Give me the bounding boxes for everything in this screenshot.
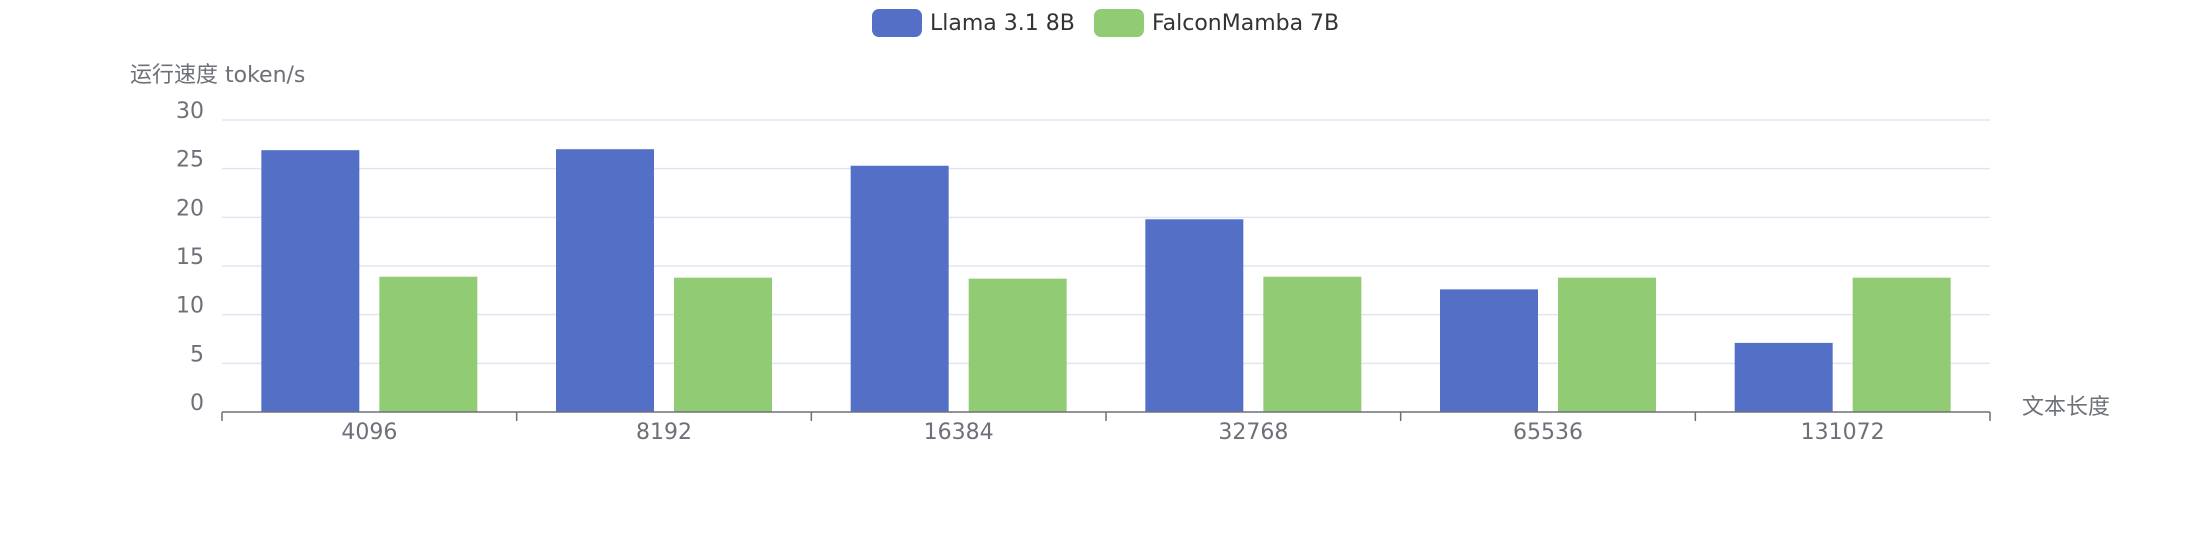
legend-item-llama[interactable]: Llama 3.1 8B — [872, 9, 1075, 37]
legend-swatch — [872, 9, 922, 37]
bar-llama-32768[interactable] — [1145, 219, 1244, 412]
y-tick-label: 30 — [176, 99, 204, 124]
legend-item-falconmamba[interactable]: FalconMamba 7B — [1094, 9, 1339, 37]
x-axis-label: 文本长度 — [2022, 395, 2110, 420]
bar-falconmamba-32768[interactable] — [1263, 276, 1362, 412]
y-tick-label: 0 — [190, 391, 204, 416]
bar-falconmamba-16384[interactable] — [968, 278, 1067, 412]
bar-falconmamba-4096[interactable] — [379, 276, 478, 412]
bar-llama-16384[interactable] — [850, 165, 949, 412]
bar-falconmamba-131072[interactable] — [1852, 277, 1951, 412]
y-axis-label: 运行速度 token/s — [130, 63, 305, 88]
x-tick-label: 4096 — [341, 420, 397, 445]
y-tick-label: 5 — [190, 342, 204, 367]
bar-llama-4096[interactable] — [261, 150, 360, 412]
bar-series — [261, 149, 1951, 412]
legend-label: FalconMamba 7B — [1152, 11, 1339, 36]
x-tick-label: 65536 — [1513, 420, 1583, 445]
x-tick-label: 16384 — [924, 420, 994, 445]
legend-swatch — [1094, 9, 1144, 37]
grid-lines: 0 5 10 15 20 25 30 — [176, 99, 1990, 416]
bar-llama-131072[interactable] — [1734, 342, 1833, 412]
x-tick-label: 8192 — [636, 420, 692, 445]
legend[interactable]: Llama 3.1 8B FalconMamba 7B — [872, 9, 1339, 37]
bar-llama-8192[interactable] — [556, 149, 654, 412]
y-tick-label: 20 — [176, 196, 204, 221]
bar-falconmamba-8192[interactable] — [674, 277, 772, 412]
axes: 4096 8192 16384 32768 65536 131072 — [221, 411, 1991, 445]
x-tick-label: 131072 — [1801, 420, 1885, 445]
y-tick-label: 15 — [176, 245, 204, 270]
bar-llama-65536[interactable] — [1440, 289, 1538, 412]
y-tick-label: 25 — [176, 148, 204, 173]
legend-label: Llama 3.1 8B — [930, 11, 1075, 36]
bar-falconmamba-65536[interactable] — [1558, 277, 1656, 412]
y-tick-label: 10 — [176, 294, 204, 319]
x-tick-label: 32768 — [1218, 420, 1288, 445]
